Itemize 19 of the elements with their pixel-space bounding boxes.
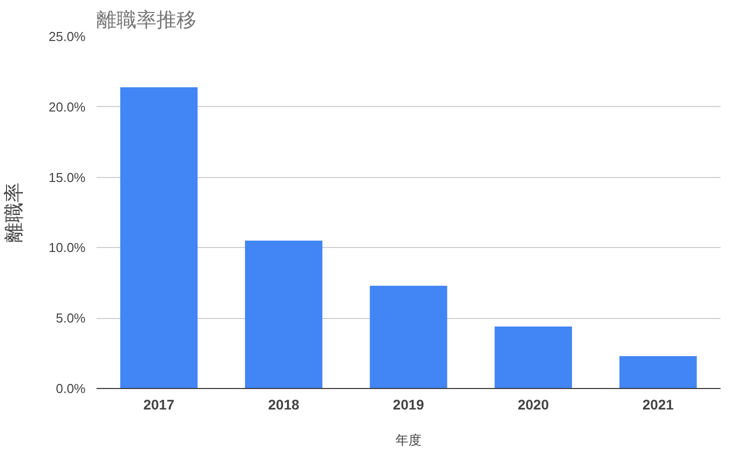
y-tick-label: 0.0% xyxy=(56,381,86,396)
y-tick-label: 5.0% xyxy=(56,310,86,326)
bar xyxy=(619,356,697,388)
bar xyxy=(120,87,198,388)
bar xyxy=(494,326,572,388)
x-tick-label: 2020 xyxy=(518,396,550,412)
y-tick-label: 15.0% xyxy=(48,170,86,185)
x-tick-label: 2019 xyxy=(392,396,424,412)
x-tick-label: 2018 xyxy=(268,396,300,412)
y-tick-label: 20.0% xyxy=(48,99,86,114)
y-tick-label: 25.0% xyxy=(48,29,86,44)
x-tick-label: 2017 xyxy=(143,396,175,412)
bar xyxy=(370,286,448,388)
x-axis-title: 年度 xyxy=(396,432,422,448)
x-tick-label: 2021 xyxy=(642,396,674,412)
y-axis-title: 離職率 xyxy=(4,182,26,242)
bar xyxy=(245,240,322,388)
chart-title: 離職率推移 xyxy=(96,8,196,32)
y-tick-label: 10.0% xyxy=(48,240,86,256)
